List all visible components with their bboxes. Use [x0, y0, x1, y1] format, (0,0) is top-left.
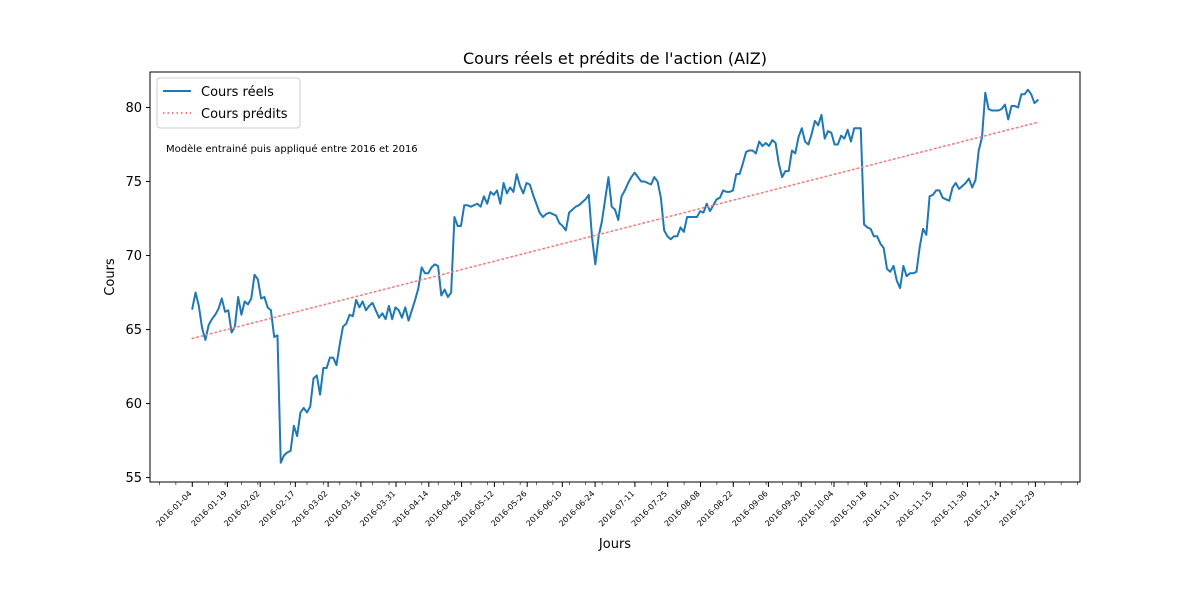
x-tick-label-0: 2016-01-04: [154, 489, 193, 528]
plot-area: [149, 71, 1081, 483]
y-tick-label-3: 70: [125, 249, 142, 264]
y-tick-label-2: 65: [125, 323, 142, 338]
legend-label-predicted: Cours prédits: [201, 107, 288, 122]
y-tick-label-1: 60: [125, 397, 142, 412]
series-layer: [191, 88, 1039, 464]
chart-annotation: Modèle entrainé puis appliqué entre 2016…: [166, 143, 418, 155]
y-tick-label-4: 75: [125, 175, 142, 190]
legend-label-real: Cours réels: [201, 85, 274, 100]
y-axis-label: Cours: [103, 258, 118, 296]
x-axis: 2016-01-042016-01-192016-02-022016-02-17…: [154, 482, 1078, 528]
plot-frame: [150, 72, 1080, 482]
legend: Cours réels Cours prédits: [156, 77, 301, 129]
legend-frame: [156, 77, 301, 129]
y-tick-label-0: 55: [125, 471, 142, 486]
chart-title: Cours réels et prédits de l'action (AIZ): [463, 49, 767, 68]
axes-spines: [149, 71, 1081, 483]
series-line-predicted: [191, 121, 1039, 340]
series-line-real: [191, 88, 1039, 464]
y-axis: 55 60 65 70 75 80: [125, 101, 150, 486]
x-axis-label: Jours: [598, 537, 631, 552]
x-tick-label-25: 2016-12-29: [998, 489, 1037, 528]
y-tick-label-5: 80: [125, 101, 142, 116]
